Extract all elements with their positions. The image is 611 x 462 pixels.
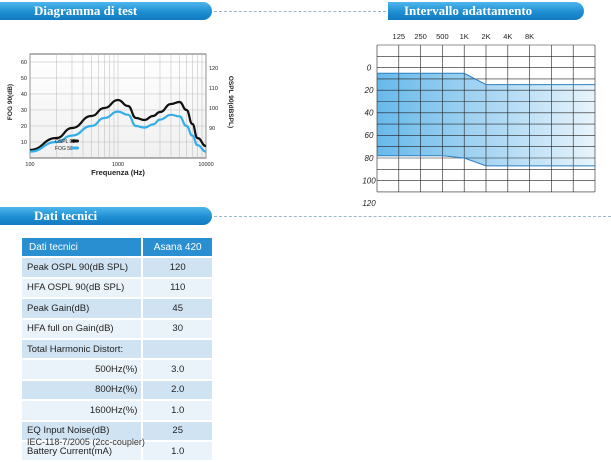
right-tick-label: 100 bbox=[209, 106, 218, 112]
header-label: Dati tecnici bbox=[22, 238, 144, 259]
grid bbox=[376, 44, 596, 193]
x-tick-label: 10000 bbox=[198, 162, 213, 168]
row-value: 1.0 bbox=[142, 400, 212, 422]
right-tick-label: 90 bbox=[209, 126, 215, 132]
legend-label-ospl90: OSPL 90 bbox=[55, 139, 75, 145]
right-tick-label: 110 bbox=[209, 86, 218, 92]
table-row: 800Hz(%) 2.0 bbox=[22, 379, 212, 402]
frequency-label: 8K bbox=[525, 32, 534, 41]
row-value: 25 bbox=[142, 420, 212, 442]
row-label: 800Hz(%) bbox=[22, 379, 144, 402]
row-label: Peak Gain(dB) bbox=[22, 298, 144, 320]
section-title: Dati tecnici bbox=[34, 208, 98, 223]
series-line-fog50 bbox=[29, 110, 207, 153]
row-value bbox=[142, 338, 212, 361]
row-label: HFA full on Gain(dB) bbox=[22, 318, 144, 340]
range-bounds bbox=[377, 72, 595, 167]
level-label: 120 bbox=[362, 199, 376, 208]
level-label: 60 bbox=[365, 131, 374, 140]
level-label: 20 bbox=[364, 86, 374, 95]
lower-bound-line bbox=[377, 155, 595, 167]
row-label: EQ Input Noise(dB) bbox=[22, 420, 144, 442]
row-value: 1.0 bbox=[142, 440, 212, 462]
left-tick-label: 60 bbox=[21, 60, 27, 66]
legend-swatch-fog50 bbox=[71, 146, 79, 150]
legend: OSPL 90 FOG 50 bbox=[55, 139, 79, 152]
grid bbox=[29, 54, 207, 158]
level-label: 0 bbox=[367, 63, 372, 72]
left-tick-label: 50 bbox=[21, 76, 27, 82]
table-row: EQ Input Noise(dB) 25 bbox=[22, 420, 212, 442]
left-axis-label: FOG 90(dB) bbox=[7, 84, 14, 120]
left-tick-label: 30 bbox=[21, 108, 27, 114]
row-value: 120 bbox=[142, 257, 212, 279]
table-row: HFA OSPL 90(dB SPL) 110 bbox=[22, 277, 212, 300]
left-tick-label: 20 bbox=[21, 124, 27, 130]
x-tick-label: 1000 bbox=[112, 162, 124, 168]
frequency-label: 2K bbox=[481, 32, 490, 41]
frequency-label: 250 bbox=[414, 32, 427, 41]
left-tick-label: 40 bbox=[21, 92, 27, 98]
section-divider bbox=[214, 11, 386, 12]
table-row: 500Hz(%) 3.0 bbox=[22, 359, 212, 381]
technical-data-table: Dati tecnici Asana 420 Peak OSPL 90(dB S… bbox=[22, 238, 212, 462]
table-row: Peak Gain(dB) 45 bbox=[22, 298, 212, 320]
upper-bound-line bbox=[377, 72, 595, 86]
row-value: 30 bbox=[142, 318, 212, 340]
left-tick-label: 10 bbox=[21, 140, 27, 146]
table-row: Total Harmonic Distort: bbox=[22, 338, 212, 361]
legend-label-fog50: FOG 50 bbox=[55, 146, 73, 152]
section-title: Intervallo adattamento bbox=[404, 3, 533, 18]
tick-labels: 100 1000 10000 60 50 40 30 20 10 120 110 100 90 bbox=[21, 60, 218, 168]
row-label: Peak OSPL 90(dB SPL) bbox=[22, 257, 144, 279]
test-diagram-chart: 100 1000 10000 60 50 40 30 20 10 120 110 100 90 FOG … bbox=[7, 53, 234, 177]
level-label: 80 bbox=[365, 154, 374, 163]
series-lines bbox=[29, 98, 207, 153]
table-header-row: Dati tecnici Asana 420 bbox=[22, 238, 212, 259]
right-tick-label: 120 bbox=[209, 66, 218, 72]
adaptation-range-chart: 125 250 500 1K 2K 4K 8K 0 20 40 60 80 100 120 bbox=[362, 32, 596, 208]
row-value: 3.0 bbox=[142, 359, 212, 381]
section-divider bbox=[214, 216, 611, 217]
section-header-technical-data: Dati tecnici bbox=[0, 207, 212, 225]
right-axis-label: OSPL 90(dBSPL) bbox=[227, 76, 234, 128]
row-label: 500Hz(%) bbox=[22, 359, 144, 381]
table-row: Peak OSPL 90(dB SPL) 120 bbox=[22, 257, 212, 279]
row-value: 110 bbox=[142, 277, 212, 300]
section-title: Diagramma di test bbox=[34, 3, 138, 18]
frequency-label: 125 bbox=[393, 32, 406, 41]
tick-labels: 125 250 500 1K 2K 4K 8K 0 20 40 60 80 100 120 bbox=[362, 32, 534, 208]
series-line-ospl90 bbox=[29, 98, 207, 152]
row-label: 1600Hz(%) bbox=[22, 400, 144, 422]
row-value: 45 bbox=[142, 298, 212, 320]
section-header-test-diagram: Diagramma di test bbox=[0, 2, 212, 20]
x-axis-label: Frequenza (Hz) bbox=[91, 168, 145, 177]
frequency-label: 1K bbox=[460, 32, 469, 41]
row-label: Total Harmonic Distort: bbox=[22, 338, 144, 361]
frequency-label: 500 bbox=[436, 32, 449, 41]
table-row: HFA full on Gain(dB) 30 bbox=[22, 318, 212, 340]
header-model: Asana 420 bbox=[142, 238, 212, 259]
row-value: 2.0 bbox=[142, 379, 212, 402]
frequency-label: 4K bbox=[503, 32, 512, 41]
table-row: 1600Hz(%) 1.0 bbox=[22, 400, 212, 422]
level-label: 100 bbox=[362, 176, 376, 185]
level-label: 40 bbox=[365, 109, 374, 118]
row-label: HFA OSPL 90(dB SPL) bbox=[22, 277, 144, 300]
legend-swatch-ospl90 bbox=[71, 139, 79, 143]
section-header-adaptation-range: Intervallo adattamento bbox=[388, 2, 584, 20]
footnote: IEC-118-7/2005 (2cc-coupler) bbox=[27, 437, 145, 447]
x-tick-label: 100 bbox=[25, 162, 34, 168]
